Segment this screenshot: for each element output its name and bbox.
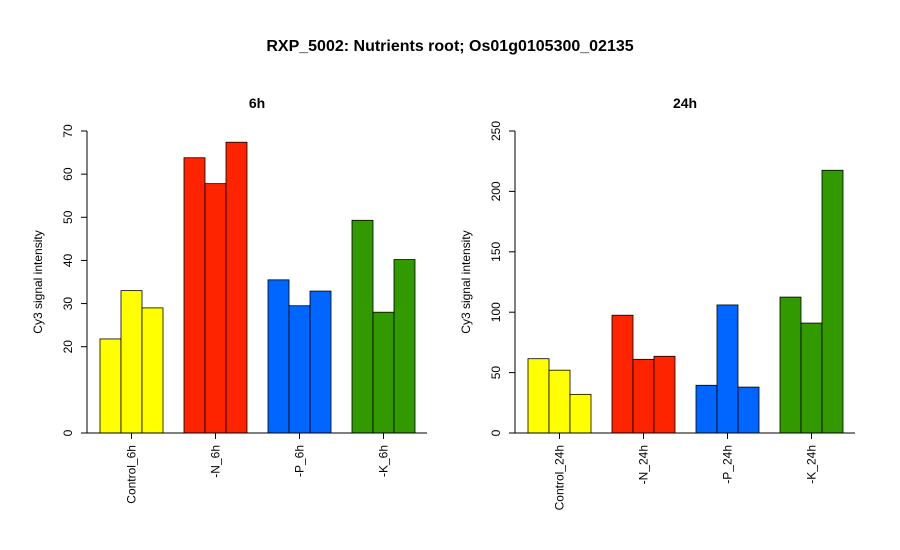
bar-0-2-1 bbox=[288, 305, 311, 434]
bar-0-1-2 bbox=[225, 141, 248, 434]
x-tick-label-1-3: -K_24h bbox=[805, 445, 819, 484]
y-tick-label-1-5: 250 bbox=[489, 121, 503, 141]
y-tick-label-1-1: 50 bbox=[489, 366, 503, 380]
y-tick-label-1-3: 150 bbox=[489, 241, 503, 261]
bar-1-2-1 bbox=[716, 304, 739, 434]
y-tick-label-0-5: 60 bbox=[61, 167, 75, 181]
y-tick-label-1-2: 100 bbox=[489, 302, 503, 322]
bar-1-3-1 bbox=[800, 322, 823, 434]
bar-0-3-2 bbox=[393, 259, 416, 434]
x-tick-label-1-2: -P_24h bbox=[721, 445, 735, 484]
bar-1-2-0 bbox=[695, 384, 718, 434]
bar-1-1-2 bbox=[653, 355, 676, 434]
y-axis-title-1: Cy3 signal intensity bbox=[459, 230, 473, 333]
y-tick-label-0-6: 70 bbox=[61, 124, 75, 138]
x-tick-label-0-1: -N_6h bbox=[209, 445, 223, 478]
y-tick-label-0-0: 0 bbox=[61, 429, 75, 436]
panel-title-0: 6h bbox=[249, 95, 265, 111]
y-tick-label-1-0: 0 bbox=[489, 429, 503, 436]
x-tick-label-1-1: -N_24h bbox=[637, 445, 651, 484]
bar-0-0-0 bbox=[99, 338, 122, 434]
x-tick-label-1-0: Control_24h bbox=[553, 445, 567, 510]
panel-title-1: 24h bbox=[673, 95, 697, 111]
bar-1-3-2 bbox=[821, 169, 844, 434]
bar-1-0-1 bbox=[548, 369, 571, 434]
y-tick-label-0-4: 50 bbox=[61, 210, 75, 224]
x-tick-label-0-3: -K_6h bbox=[377, 445, 391, 477]
bar-0-2-0 bbox=[267, 279, 290, 434]
bar-0-1-1 bbox=[204, 183, 227, 434]
x-tick-label-0-0: Control_6h bbox=[125, 445, 139, 504]
bar-1-2-2 bbox=[737, 386, 760, 434]
bar-0-2-2 bbox=[309, 290, 332, 434]
bar-0-3-0 bbox=[351, 219, 374, 434]
bar-1-0-0 bbox=[527, 358, 550, 434]
bar-1-0-2 bbox=[569, 393, 592, 434]
bar-1-1-0 bbox=[611, 314, 634, 434]
bar-0-1-0 bbox=[183, 157, 206, 434]
bar-1-3-0 bbox=[779, 296, 802, 434]
y-axis-title-0: Cy3 signal intensity bbox=[31, 230, 45, 333]
chart-main-title: RXP_5002: Nutrients root; Os01g0105300_0… bbox=[266, 38, 634, 55]
bar-0-3-1 bbox=[372, 311, 395, 434]
y-tick-label-0-1: 20 bbox=[61, 340, 75, 354]
bar-1-1-1 bbox=[632, 358, 655, 434]
y-tick-label-1-4: 200 bbox=[489, 181, 503, 201]
bar-0-0-1 bbox=[120, 290, 143, 434]
y-tick-label-0-3: 40 bbox=[61, 253, 75, 267]
y-tick-label-0-2: 30 bbox=[61, 297, 75, 311]
x-tick-label-0-2: -P_6h bbox=[293, 445, 307, 477]
bar-0-0-2 bbox=[141, 307, 164, 434]
